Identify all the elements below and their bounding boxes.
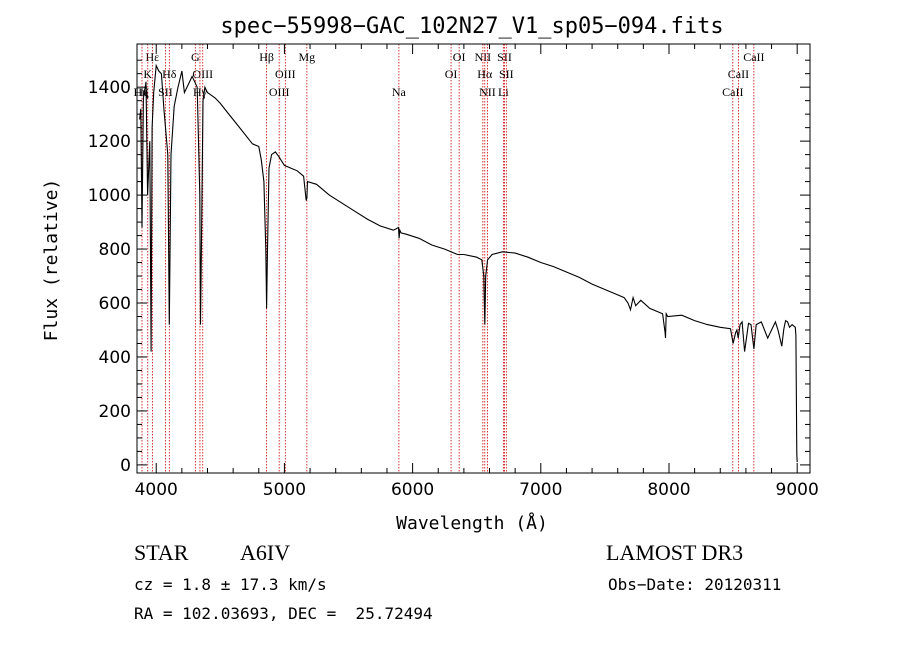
spectral-line-label: OIII — [192, 67, 213, 81]
object-class: STAR — [134, 540, 189, 565]
spectral-line-label: K — [143, 67, 152, 81]
spectral-line-label: SII — [158, 85, 173, 99]
spectral-line-label: Hδ — [162, 67, 177, 81]
coordinates: RA = 102.03693, DEC = 25.72494 — [134, 604, 433, 623]
spectral-line-label: OIII — [269, 85, 290, 99]
redshift-readout: cz = 1.8 ± 17.3 km/s — [134, 575, 327, 594]
x-tick-label: 7000 — [519, 480, 562, 500]
y-tick-label: 600 — [99, 294, 131, 314]
survey-name: LAMOST DR3 — [606, 540, 744, 565]
y-tick-label: 1200 — [88, 132, 131, 152]
spectral-line-label: G — [191, 50, 200, 64]
spectral-line-label: CaII — [743, 50, 764, 64]
spectral-line-label: CaII — [728, 67, 749, 81]
spectrum-line — [139, 63, 798, 463]
y-tick-label: 800 — [99, 240, 131, 260]
y-tick-label: 200 — [99, 402, 131, 422]
x-tick-label: 8000 — [647, 480, 690, 500]
spectral-line-label: OI — [445, 67, 458, 81]
object-subclass: A6IV — [240, 540, 291, 565]
y-axis-label: Flux (relative) — [41, 179, 62, 342]
chart-title: spec−55998−GAC_102N27_V1_sp05−094.fits — [220, 14, 723, 39]
x-tick-label: 9000 — [776, 480, 819, 500]
spectral-line-label: Hβ — [259, 50, 274, 64]
y-tick-label: 1400 — [88, 78, 131, 98]
spectral-line-label: Mg — [299, 50, 316, 64]
axes-layer: 4000 5000 6000 7000 8000 9000 0 200 400 600 800 100… — [88, 44, 819, 500]
spectral-line-label: NII — [475, 50, 492, 64]
spectral-line-label: SII — [499, 67, 514, 81]
spectral-line-label: Hα — [477, 67, 493, 81]
y-tick-label: 1000 — [88, 186, 131, 206]
x-axis-label: Wavelength (Å) — [396, 512, 548, 534]
spectral-line-label: OI — [453, 50, 466, 64]
spectral-line-label: Li — [498, 85, 509, 99]
x-tick-label: 6000 — [391, 480, 434, 500]
x-tick-label: 4000 — [135, 480, 178, 500]
spectral-line-label: Na — [392, 85, 407, 99]
spectral-line-label: OIII — [275, 67, 296, 81]
x-tick-label: 5000 — [263, 480, 306, 500]
spectral-line-label: NII — [479, 85, 496, 99]
observation-date: Obs−Date: 20120311 — [608, 575, 782, 594]
plot-frame — [136, 43, 811, 474]
y-tick-label: 0 — [120, 456, 131, 476]
spectral-line-label: SII — [497, 50, 512, 64]
y-tick-label: 400 — [99, 348, 131, 368]
spectral-line-label: CaII — [722, 85, 743, 99]
